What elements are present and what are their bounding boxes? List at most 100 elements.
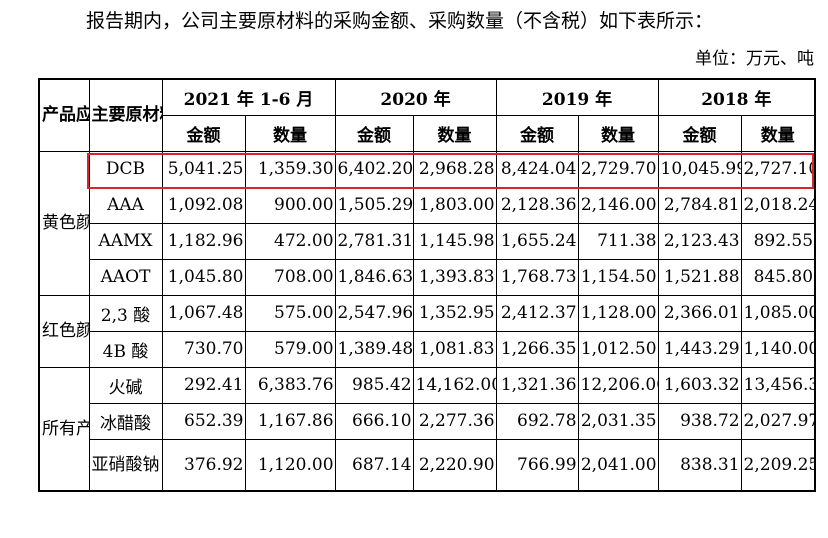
value-cell: 1,443.29 <box>657 330 742 368</box>
header-period-2020: 2020 年 <box>334 78 497 116</box>
value-cell: 1,768.73 <box>495 258 579 296</box>
value-cell: 1,655.24 <box>495 222 579 260</box>
value-cell: 579.00 <box>244 330 336 368</box>
value-cell: 6,402.20 <box>334 150 414 188</box>
value-cell: 1,167.86 <box>244 402 336 440</box>
value-cell: 1,012.50 <box>577 330 659 368</box>
value-cell: 1,389.48 <box>334 330 414 368</box>
value-cell: 2,041.00 <box>577 438 659 492</box>
material-cell: 火碱 <box>88 366 163 404</box>
value-cell: 1,120.00 <box>244 438 336 492</box>
value-cell: 666.10 <box>334 402 414 440</box>
value-cell: 1,140.00 <box>740 330 816 368</box>
value-cell: 838.31 <box>657 438 742 492</box>
value-cell: 766.99 <box>495 438 579 492</box>
application-all-products: 所有产品 <box>38 366 90 492</box>
value-cell: 1,266.35 <box>495 330 579 368</box>
value-cell: 2,547.96 <box>334 294 414 332</box>
header-row-periods: 产品应用 主要原材料 2021 年 1-6 月 2020 年 2019 年 20… <box>38 78 816 152</box>
application-yellow-pigment: 黄色颜料 <box>38 150 90 296</box>
value-cell: 472.00 <box>244 222 336 260</box>
value-cell: 2,123.43 <box>657 222 742 260</box>
material-cell: 4B 酸 <box>88 330 163 368</box>
value-cell: 1,092.08 <box>161 186 246 224</box>
value-cell: 2,128.36 <box>495 186 579 224</box>
value-cell: 1,521.88 <box>657 258 742 296</box>
header-period-2018: 2018 年 <box>657 78 816 116</box>
header-quantity: 数量 <box>412 114 497 152</box>
header-quantity: 数量 <box>244 114 336 152</box>
value-cell: 938.72 <box>657 402 742 440</box>
value-cell: 845.80 <box>740 258 816 296</box>
value-cell: 8,424.04 <box>495 150 579 188</box>
header-amount: 金额 <box>495 114 579 152</box>
value-cell: 2,412.37 <box>495 294 579 332</box>
header-period-2019: 2019 年 <box>495 78 659 116</box>
table-row: 冰醋酸 652.39 1,167.86 666.10 2,277.36 692.… <box>39 402 816 440</box>
value-cell: 1,393.83 <box>412 258 497 296</box>
value-cell: 13,456.30 <box>740 366 816 404</box>
raw-material-table: 产品应用 主要原材料 2021 年 1-6 月 2020 年 2019 年 20… <box>38 78 817 492</box>
value-cell: 2,018.24 <box>740 186 816 224</box>
value-cell: 6,383.76 <box>244 366 336 404</box>
value-cell: 2,968.28 <box>412 150 497 188</box>
header-quantity: 数量 <box>740 114 816 152</box>
value-cell: 2,781.31 <box>334 222 414 260</box>
header-row-metrics: 金额 数量 金额 数量 金额 数量 金额 数量 <box>39 114 816 152</box>
table-row: 黄色颜料 DCB 5,041.25 1,359.30 6,402.20 2,96… <box>38 150 816 296</box>
header-amount: 金额 <box>657 114 742 152</box>
table-row: 红色颜料 2,3 酸 1,067.48 575.00 2,547.96 1,35… <box>38 294 816 368</box>
material-cell: AAMX <box>88 222 163 260</box>
header-application: 产品应用 <box>38 78 90 152</box>
value-cell: 1,128.00 <box>577 294 659 332</box>
value-cell: 1,846.63 <box>334 258 414 296</box>
application-red-pigment: 红色颜料 <box>38 294 90 368</box>
value-cell: 985.42 <box>334 366 414 404</box>
material-cell: AAA <box>88 186 163 224</box>
value-cell: 376.92 <box>161 438 246 492</box>
material-cell: 2,3 酸 <box>88 294 163 332</box>
value-cell: 1,154.50 <box>577 258 659 296</box>
value-cell: 711.38 <box>577 222 659 260</box>
table-body: 黄色颜料 DCB 5,041.25 1,359.30 6,402.20 2,96… <box>38 150 816 492</box>
value-cell: 2,220.90 <box>412 438 497 492</box>
value-cell: 292.41 <box>161 366 246 404</box>
value-cell: 708.00 <box>244 258 336 296</box>
value-cell: 5,041.25 <box>161 150 246 188</box>
value-cell: 1,505.29 <box>334 186 414 224</box>
value-cell: 2,146.00 <box>577 186 659 224</box>
value-cell: 730.70 <box>161 330 246 368</box>
unit-label: 单位：万元、吨 <box>695 49 814 69</box>
value-cell: 14,162.00 <box>412 366 497 404</box>
table-row: 4B 酸 730.70 579.00 1,389.48 1,081.83 1,2… <box>39 330 816 368</box>
value-cell: 12,206.00 <box>577 366 659 404</box>
table-row: 所有产品 火碱 292.41 6,383.76 985.42 14,162.00… <box>38 366 816 492</box>
table-row: AAOT 1,045.80 708.00 1,846.63 1,393.83 1… <box>39 258 816 296</box>
value-cell: 2,027.97 <box>740 402 816 440</box>
header-amount: 金额 <box>161 114 246 152</box>
material-cell: 亚硝酸钠 <box>88 438 163 492</box>
value-cell: 1,085.00 <box>740 294 816 332</box>
value-cell: 2,209.25 <box>740 438 816 492</box>
header-period-2021h1: 2021 年 1-6 月 <box>161 78 336 116</box>
value-cell: 1,803.00 <box>412 186 497 224</box>
value-cell: 1,067.48 <box>161 294 246 332</box>
value-cell: 692.78 <box>495 402 579 440</box>
value-cell: 575.00 <box>244 294 336 332</box>
value-cell: 2,784.81 <box>657 186 742 224</box>
value-cell: 1,359.30 <box>244 150 336 188</box>
value-cell: 2,729.70 <box>577 150 659 188</box>
table-row: 亚硝酸钠 376.92 1,120.00 687.14 2,220.90 766… <box>39 438 816 492</box>
value-cell: 1,352.95 <box>412 294 497 332</box>
material-cell: 冰醋酸 <box>88 402 163 440</box>
value-cell: 2,277.36 <box>412 402 497 440</box>
value-cell: 1,603.32 <box>657 366 742 404</box>
table-row: AAA 1,092.08 900.00 1,505.29 1,803.00 2,… <box>39 186 816 224</box>
value-cell: 1,081.83 <box>412 330 497 368</box>
value-cell: 2,727.10 <box>740 150 816 188</box>
value-cell: 1,182.96 <box>161 222 246 260</box>
value-cell: 2,366.01 <box>657 294 742 332</box>
value-cell: 652.39 <box>161 402 246 440</box>
value-cell: 2,031.35 <box>577 402 659 440</box>
material-cell: AAOT <box>88 258 163 296</box>
